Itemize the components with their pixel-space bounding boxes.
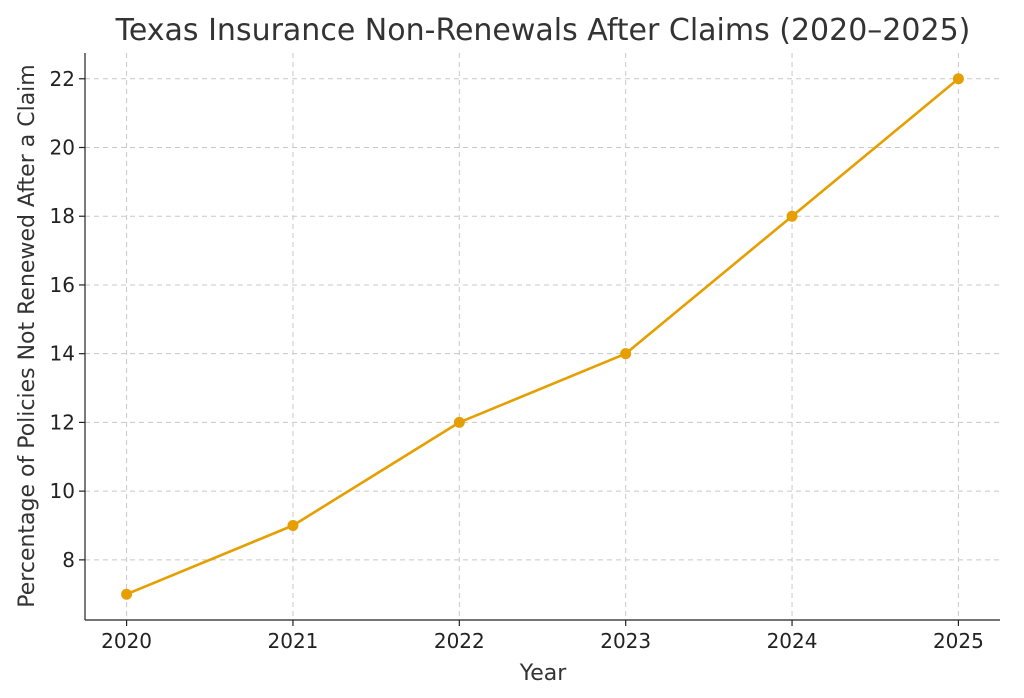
y-tick-label: 12 <box>50 410 75 434</box>
series-layer <box>121 73 964 600</box>
x-tick-label: 2025 <box>933 629 984 653</box>
data-point <box>453 416 465 428</box>
chart-title: Texas Insurance Non-Renewals After Claim… <box>115 13 971 48</box>
x-tick-label: 2022 <box>434 629 485 653</box>
x-axis-label: Year <box>519 661 568 686</box>
x-axis-ticks: 2020 2021 2022 2023 2024 2025 <box>101 620 984 653</box>
y-axis-label: Percentage of Policies Not Renewed After… <box>15 64 40 607</box>
data-point <box>121 588 133 600</box>
y-tick-label: 10 <box>50 479 75 503</box>
y-tick-label: 20 <box>50 136 75 160</box>
data-point <box>620 348 632 360</box>
y-tick-label: 8 <box>62 548 75 572</box>
data-point <box>786 210 798 222</box>
grid-lines <box>85 53 1000 620</box>
y-tick-label: 18 <box>50 204 75 228</box>
axes <box>84 53 1000 621</box>
series-line <box>126 77 960 596</box>
y-tick-label: 14 <box>50 342 75 366</box>
x-tick-label: 2024 <box>767 629 818 653</box>
x-tick-label: 2020 <box>101 629 152 653</box>
data-point <box>952 73 964 85</box>
x-tick-label: 2021 <box>268 629 319 653</box>
data-point <box>287 520 299 531</box>
x-tick-label: 2023 <box>600 629 651 653</box>
y-axis-ticks: 8 10 12 14 16 18 20 22 <box>50 67 85 572</box>
y-tick-label: 16 <box>50 273 75 297</box>
y-tick-label: 22 <box>50 67 75 91</box>
